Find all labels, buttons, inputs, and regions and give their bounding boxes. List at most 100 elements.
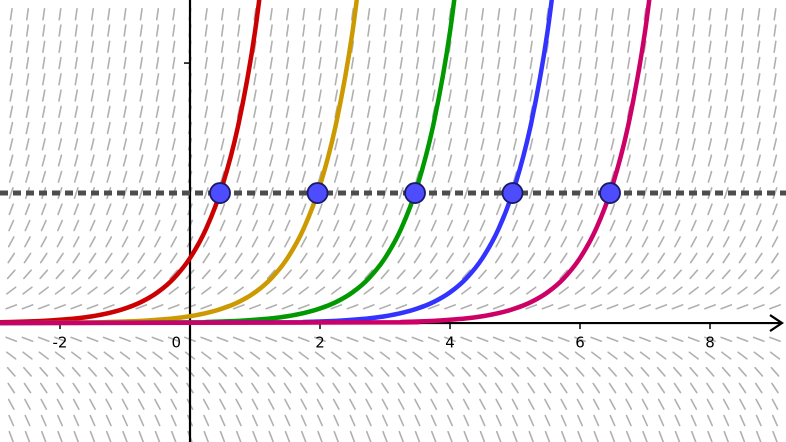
slope-segment xyxy=(675,121,680,135)
slope-segment xyxy=(316,382,324,394)
slope-segment xyxy=(237,40,241,54)
slope-segment xyxy=(123,73,127,86)
slope-segment xyxy=(284,203,291,216)
slope-segment xyxy=(281,336,294,343)
slope-segment xyxy=(691,154,696,167)
slope-segment xyxy=(610,73,615,86)
slope-segment xyxy=(594,138,599,151)
slope-segment xyxy=(578,73,582,86)
slope-segment xyxy=(268,187,274,200)
slope-segment xyxy=(106,89,111,102)
slope-segment xyxy=(285,8,290,21)
slope-segment xyxy=(722,252,731,264)
slope-segment xyxy=(251,398,259,410)
slope-segment xyxy=(107,56,111,70)
slope-segment xyxy=(492,336,505,343)
slope-segment xyxy=(56,382,64,394)
slope-segment xyxy=(104,252,113,264)
slope-segment xyxy=(217,351,228,360)
slope-segment xyxy=(610,154,615,167)
slope-segment xyxy=(640,269,650,280)
slope-segment xyxy=(73,170,79,183)
slope-segment xyxy=(723,430,730,442)
slope-segment xyxy=(737,351,748,360)
slope-segment xyxy=(203,170,209,183)
slope-segment xyxy=(513,24,517,37)
curve xyxy=(0,0,457,326)
slope-segment xyxy=(414,414,421,427)
slope-segment xyxy=(509,351,521,360)
slope-segment xyxy=(494,382,503,394)
slope-segment xyxy=(415,105,420,118)
slope-segment xyxy=(641,382,649,394)
slope-segment xyxy=(399,40,403,54)
slope-segment xyxy=(217,286,228,295)
slope-segment xyxy=(446,398,454,410)
slope-segment xyxy=(235,236,243,248)
slope-segment xyxy=(641,398,649,410)
slope-segment xyxy=(139,138,144,151)
slope-segment xyxy=(107,40,111,54)
slope-segment xyxy=(659,121,664,135)
x-axis-arrow xyxy=(769,314,784,332)
slope-segment xyxy=(57,203,63,216)
slope-segment xyxy=(330,336,343,343)
slope-segment xyxy=(464,154,469,167)
slope-segment xyxy=(754,252,763,264)
slope-segment xyxy=(415,138,420,151)
slope-segment xyxy=(364,366,374,377)
slope-segment xyxy=(169,366,179,377)
slope-segment xyxy=(492,304,505,310)
slope-segment xyxy=(72,382,81,394)
slope-segment xyxy=(578,24,582,37)
slope-segment xyxy=(415,24,420,37)
slope-segment xyxy=(480,8,485,21)
slope-segment xyxy=(479,219,486,232)
slope-segment xyxy=(106,170,112,183)
slope-segment xyxy=(757,24,761,37)
slope-segment xyxy=(675,8,680,21)
slope-segment xyxy=(544,398,551,410)
slope-segment xyxy=(7,398,15,410)
slope-segment xyxy=(480,154,485,167)
slope-segment xyxy=(464,24,468,37)
slope-segment xyxy=(559,382,568,394)
slope-segment xyxy=(673,366,682,377)
slope-segment xyxy=(771,219,779,232)
slope-segment xyxy=(54,336,66,343)
slope-segment xyxy=(155,170,160,183)
slope-segment xyxy=(379,286,391,295)
slope-segment xyxy=(674,430,681,442)
slope-segment xyxy=(24,236,31,248)
slope-segment xyxy=(299,382,308,394)
slope-segment xyxy=(738,382,747,394)
slope-segment xyxy=(119,286,131,295)
slope-segment xyxy=(578,56,582,70)
slope-segment xyxy=(478,382,487,394)
slope-segment xyxy=(316,252,324,264)
slope-segment xyxy=(137,236,145,248)
slope-segment xyxy=(269,89,274,102)
slope-segment xyxy=(42,8,46,21)
slope-segment xyxy=(334,154,339,167)
slope-segment xyxy=(431,73,436,86)
slope-segment xyxy=(334,8,338,21)
slope-segment xyxy=(316,398,324,410)
slope-segment xyxy=(333,430,340,442)
slope-segment xyxy=(168,286,179,295)
slope-segment xyxy=(464,89,469,102)
point xyxy=(209,182,231,204)
slope-segment xyxy=(545,121,550,135)
slope-segment xyxy=(574,286,586,295)
slope-segment xyxy=(39,382,48,394)
slope-segment xyxy=(8,187,14,200)
slope-segment xyxy=(72,252,81,264)
slope-segment xyxy=(673,382,682,394)
slope-segment xyxy=(496,170,502,183)
slope-segment xyxy=(413,252,422,264)
slope-segment xyxy=(659,138,664,151)
slope-segment xyxy=(301,154,306,167)
slope-segment xyxy=(610,121,615,135)
slope-segment xyxy=(757,56,761,70)
slope-segment xyxy=(591,351,602,360)
